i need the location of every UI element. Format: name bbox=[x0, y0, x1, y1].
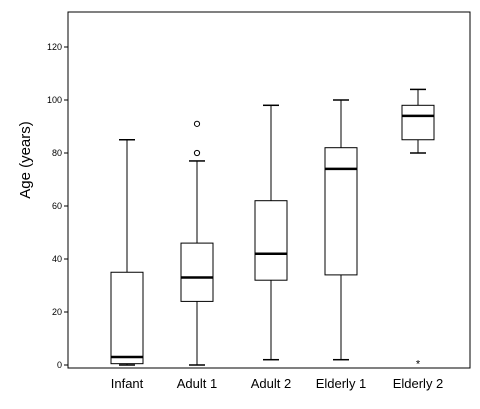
box-adult-2 bbox=[254, 104, 288, 361]
box-elderly-2: * bbox=[401, 88, 435, 370]
box-adult-1 bbox=[180, 120, 214, 366]
box-body bbox=[180, 242, 214, 302]
box-body bbox=[324, 147, 358, 276]
extreme-point: * bbox=[416, 358, 421, 370]
x-category-label: Elderly 2 bbox=[393, 376, 444, 391]
y-tick-label: 80 bbox=[52, 148, 62, 158]
y-tick-label: 0 bbox=[57, 360, 62, 370]
y-axis-title: Age (years) bbox=[17, 121, 34, 199]
y-tick-label: 40 bbox=[52, 254, 62, 264]
y-tick-label: 60 bbox=[52, 201, 62, 211]
x-category-label: Adult 1 bbox=[177, 376, 217, 391]
x-category-label: Infant bbox=[111, 376, 144, 391]
x-category-label: Elderly 1 bbox=[316, 376, 367, 391]
box-body bbox=[110, 271, 144, 365]
box-body bbox=[401, 104, 435, 141]
y-tick-label: 120 bbox=[47, 42, 62, 52]
y-tick-label: 20 bbox=[52, 307, 62, 317]
x-category-label: Adult 2 bbox=[251, 376, 291, 391]
y-tick-label: 100 bbox=[47, 95, 62, 105]
box-infant bbox=[110, 139, 144, 366]
outlier-point bbox=[193, 120, 201, 127]
y-axis: 0 20 40 60 80 100 120 bbox=[47, 42, 68, 370]
box-elderly-1 bbox=[324, 99, 358, 361]
box-body bbox=[254, 200, 288, 281]
box-series: * bbox=[110, 88, 435, 370]
outlier-point bbox=[193, 149, 201, 157]
x-axis-labels: Infant Adult 1 Adult 2 Elderly 1 Elderly 2 bbox=[111, 376, 444, 391]
